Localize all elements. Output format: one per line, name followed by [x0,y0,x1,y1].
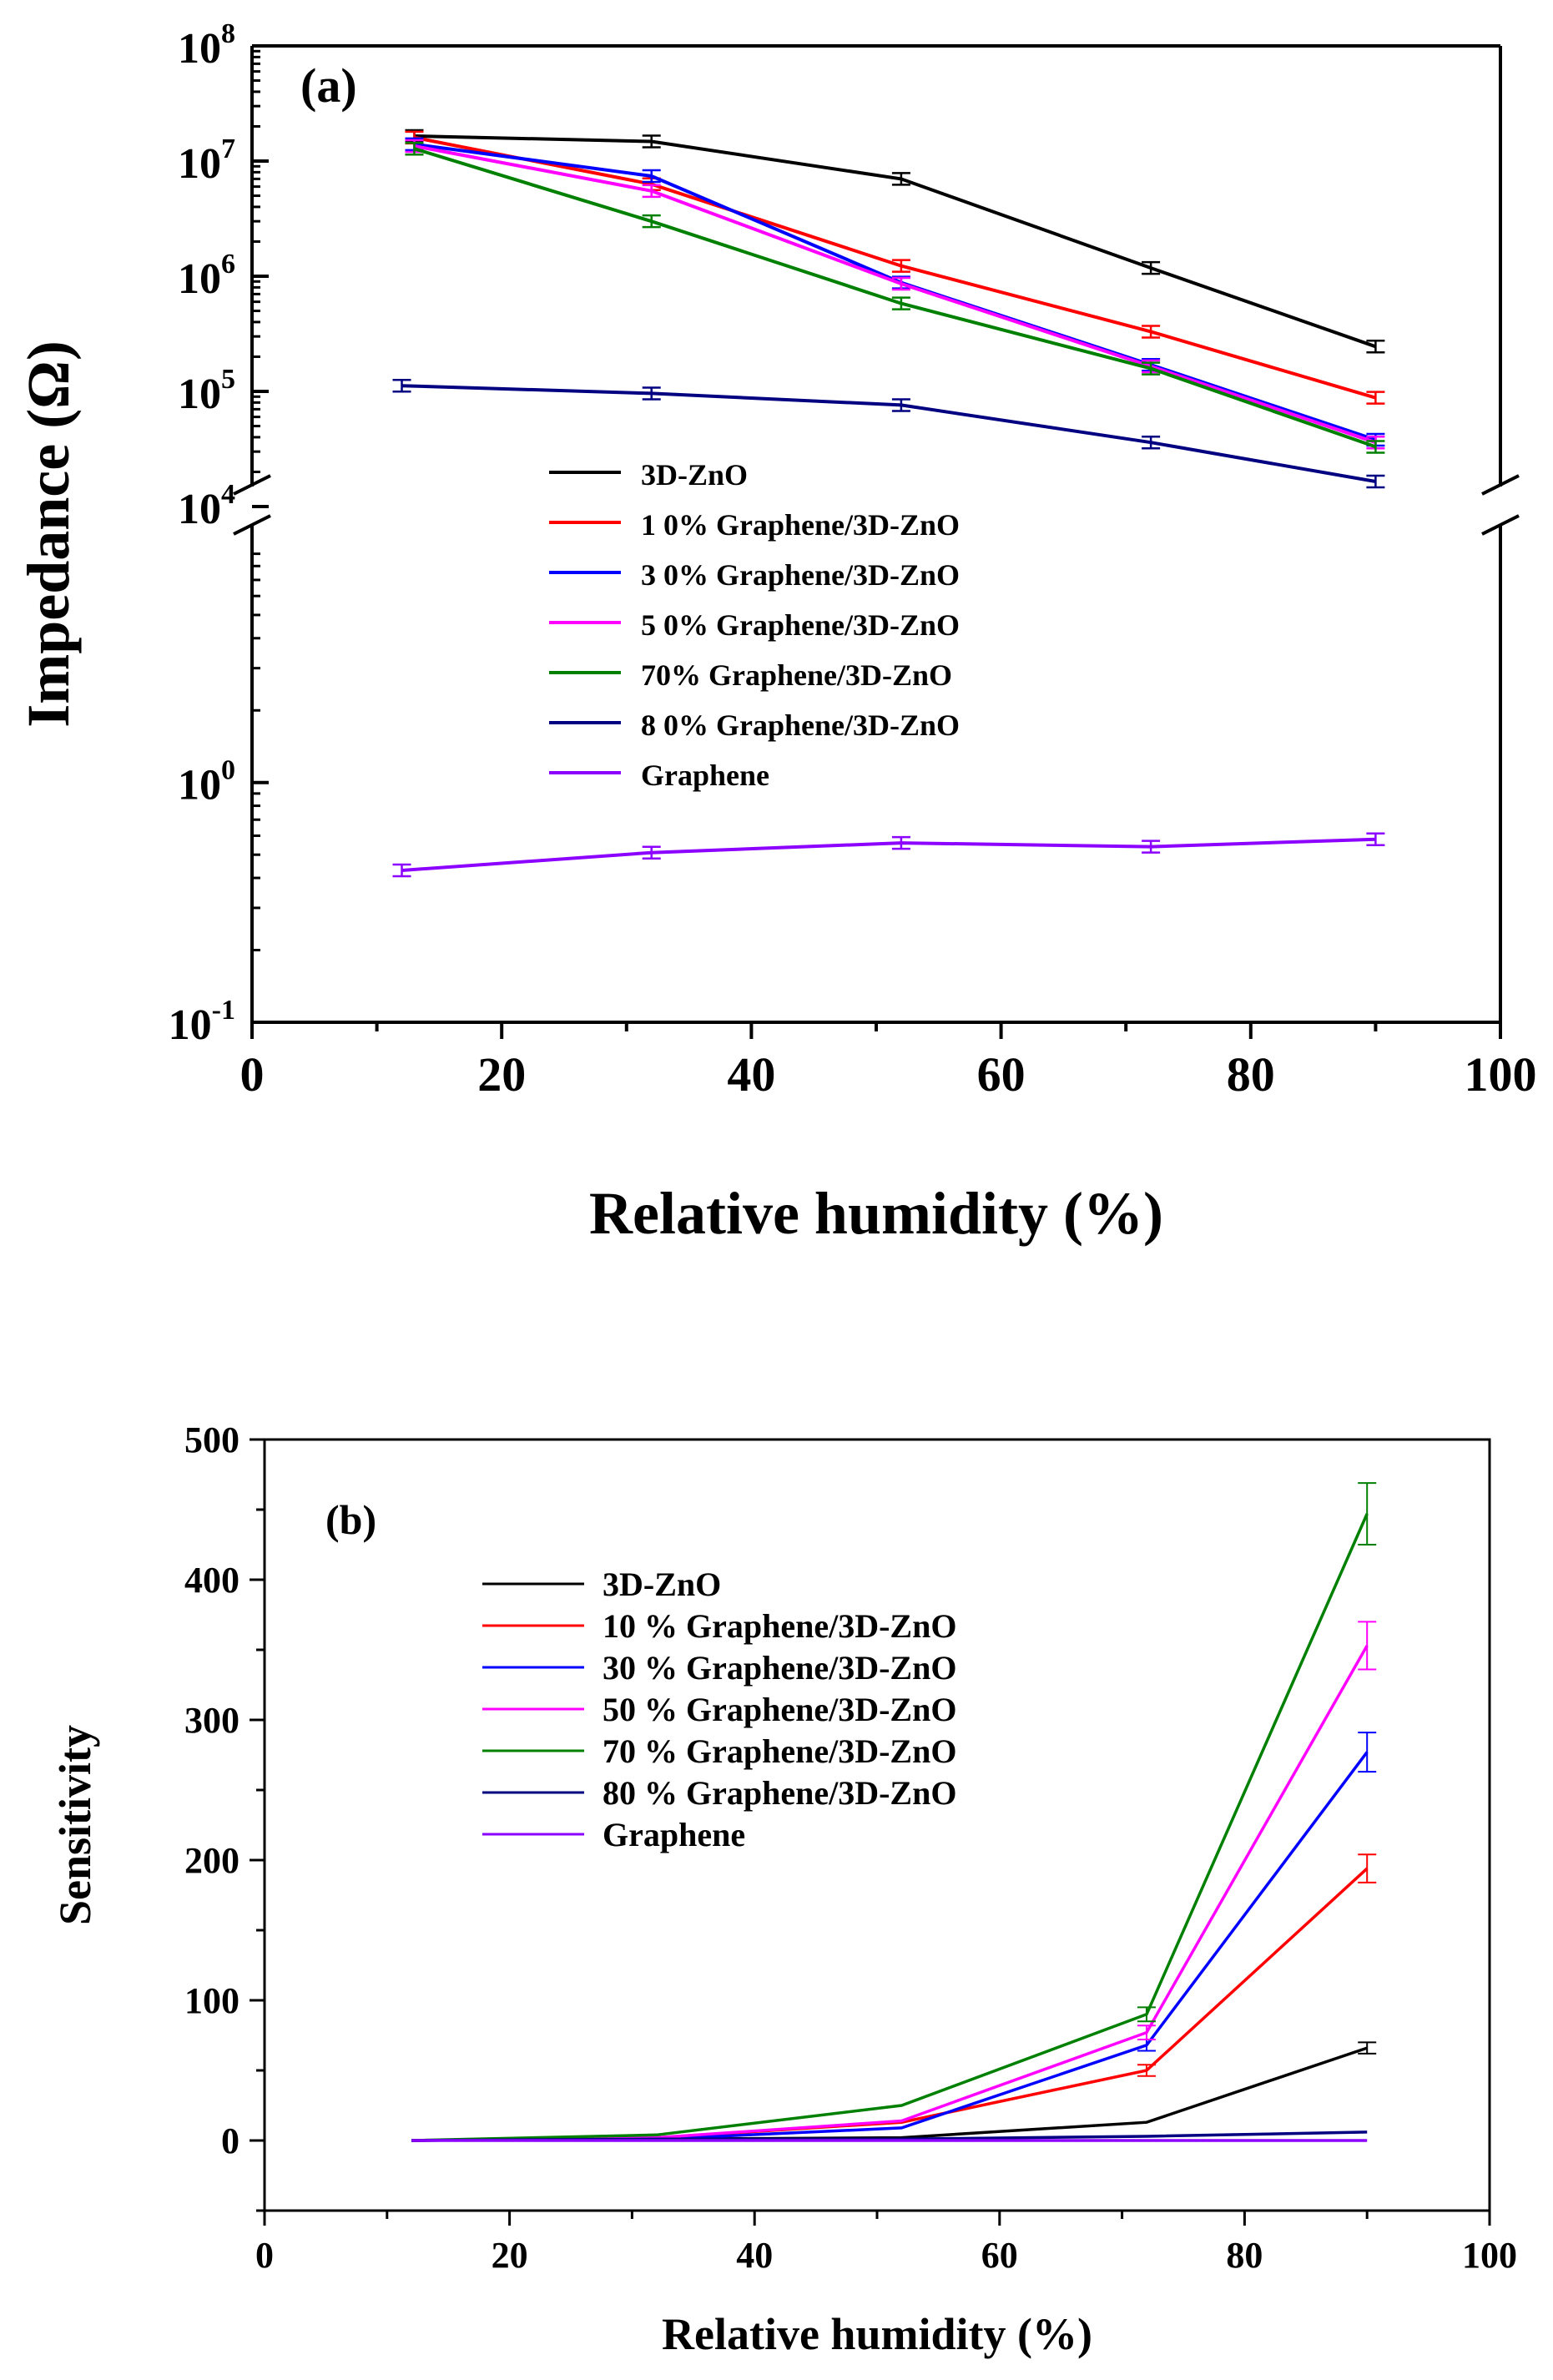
y-tick-label-exp: 4 [221,479,235,510]
y-tick-label: 106 [178,249,235,303]
legend-b: 3D-ZnO 10 % Graphene/3D-ZnO 30 % Graphene/… [482,1566,956,1853]
y-tick-label-base: 10 [178,140,221,188]
legend-label: Graphene [603,1816,745,1853]
x-tick-label: 0 [240,1047,265,1102]
panel-label-a: (a) [300,58,357,113]
axis-break-mark [1481,474,1520,496]
series-line [401,837,1376,872]
legend-label: 5 0% Graphene/3D-ZnO [641,608,960,642]
series-line-4 [405,141,1385,454]
x-tick-label: 60 [977,1047,1026,1102]
legend-label: Graphene [641,759,769,792]
y-tick-label-exp: 5 [221,364,235,395]
y-tick-label: 200 [184,1840,240,1881]
y-tick-label: 100 [178,755,235,809]
x-axis-title: Relative humidity (%) [662,2309,1092,2359]
series-line [411,1867,1369,2142]
x-tick-label: 80 [1227,1047,1275,1102]
legend-label: 3 0% Graphene/3D-ZnO [641,558,960,592]
y-tick-label: 100 [184,1980,240,2021]
x-tick-label: 100 [1462,2235,1517,2276]
y-tick-label-exp: 7 [221,134,235,164]
legend-label: 3D-ZnO [641,458,748,492]
panel-b-sensitivity-chart: 0 20 40 60 80 100 0 100 200 300 400 500 Relative hum… [50,1419,1517,2359]
series-line-0 [411,2041,1377,2142]
series-line [411,2046,1368,2142]
axis-break-mark [233,474,271,496]
y-tick-label: 105 [178,364,235,418]
y-axis-title: Sensitivity [50,1725,100,1925]
plot-frame-b [263,1438,1491,2212]
x-tick-label: 40 [736,2235,773,2276]
y-tick-label-exp: 0 [221,755,235,786]
series-line-1 [411,1853,1377,2142]
y-tick-label-base: 10 [178,486,221,533]
y-tick-label-base: 10 [178,762,221,809]
x-tick-label: 60 [981,2235,1018,2276]
legend-label: 10 % Graphene/3D-ZnO [603,1607,956,1645]
y-tick-label: 400 [184,1560,240,1601]
series-line-0 [405,129,1385,354]
y-tick-label-exp: 8 [221,18,235,49]
x-tick-label: 0 [255,2235,274,2276]
y-tick-label-base: 10 [178,255,221,303]
x-tick-label: 20 [492,2235,528,2276]
x-tick-label: 100 [1465,1047,1537,1102]
legend-label: 80 % Graphene/3D-ZnO [603,1774,956,1812]
y-tick-label-exp: -1 [212,995,235,1026]
x-tick-label: 20 [477,1047,526,1102]
y-tick-label: 10-1 [169,995,235,1049]
y-tick-label: 500 [184,1419,240,1460]
x-axis-title: Relative humidity (%) [589,1180,1163,1247]
x-tick-label: 40 [727,1047,775,1102]
y-tick-label-base: 10 [178,25,221,73]
y-tick-label-base: 10 [178,371,221,418]
panel-a-impedance-chart: 0 20 40 60 80 10010410510610710810-1100Relati… [15,18,1537,1247]
legend-label: 1 0% Graphene/3D-ZnO [641,508,960,542]
legend-label: 8 0% Graphene/3D-ZnO [641,708,960,742]
x-tick-label: 80 [1226,2235,1263,2276]
series-line [414,134,1377,349]
series-line-3 [405,139,1385,450]
axis-break-mark [233,514,271,536]
y-tick-label: 108 [178,18,235,73]
legend-label: 70% Graphene/3D-ZnO [641,658,952,692]
series-line-6 [392,832,1385,878]
y-tick-label: 300 [184,1700,240,1741]
legend-label: 70 % Graphene/3D-ZnO [603,1732,956,1770]
legend-label: 30 % Graphene/3D-ZnO [603,1649,956,1687]
axis-break-mark [1481,514,1520,536]
panel-label-b: (b) [325,1496,376,1543]
legend-label: 50 % Graphene/3D-ZnO [603,1691,956,1728]
y-axis-title: Impedance (Ω) [15,340,82,728]
series-line-5 [392,378,1385,489]
y-tick-label-exp: 6 [221,249,235,280]
legend-a: 3D-ZnO 1 0% Graphene/3D-ZnO 3 0% Graphene/… [549,458,960,792]
y-tick-label-base: 10 [169,1001,212,1049]
y-tick-label: 107 [178,134,235,188]
series-line [401,384,1376,483]
series-line-4 [411,1482,1377,2142]
y-tick-label: 0 [221,2120,240,2161]
legend-label: 3D-ZnO [603,1566,721,1603]
series-line [411,1513,1369,2142]
y-tick-label: 104 [178,479,235,533]
